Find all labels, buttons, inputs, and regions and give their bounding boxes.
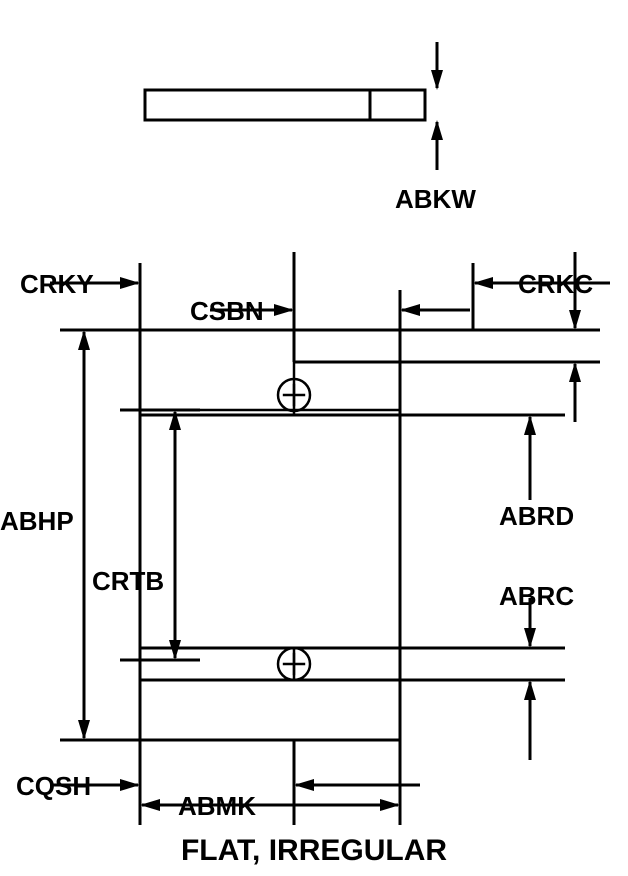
diagram-title: FLAT, IRREGULAR [181, 834, 447, 867]
dimension-label: CRKY [20, 269, 94, 299]
dimension-label: CRTB [92, 566, 164, 596]
dimension-label: ABMK [178, 791, 256, 821]
dimension-label: ABRD [499, 501, 574, 531]
dimension-label: CRKC [518, 269, 593, 299]
dimension-label: CQSH [16, 771, 91, 801]
dimension-label: CSBN [190, 296, 264, 326]
dimension-label: ABHP [0, 506, 74, 536]
dimension-label: ABKW [395, 184, 476, 214]
dimension-label: ABRC [499, 581, 574, 611]
dimension-diagram: ABKW CRKY CSBN CRKC ABHP CRTB ABRD ABRC CQSH ABMK… [0, 0, 628, 876]
